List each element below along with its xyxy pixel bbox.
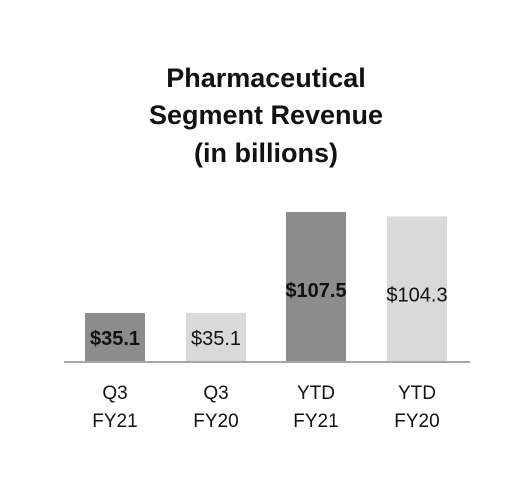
category-label-1-line-1: Q3 [102, 383, 127, 404]
value-label-3: $107.5 [285, 280, 346, 302]
value-label-4: $104.3 [386, 284, 447, 306]
bars [85, 212, 447, 362]
category-label-3-line-1: YTD [297, 383, 335, 404]
title-line-2: Segment Revenue [149, 100, 383, 130]
value-labels: $35.1 $35.1 $107.5 $104.3 [90, 280, 448, 350]
category-label-1-line-2: FY21 [92, 411, 137, 432]
title-line-3: (in billions) [194, 138, 338, 168]
bar-1 [85, 313, 145, 362]
category-labels: Q3 FY21 Q3 FY20 YTD FY21 YTD FY20 [92, 383, 439, 432]
category-label-2-line-1: Q3 [203, 383, 228, 404]
bar-3 [286, 212, 346, 362]
category-label-4-line-2: FY20 [394, 411, 439, 432]
category-label-3-line-2: FY21 [293, 411, 338, 432]
bar-2 [186, 313, 246, 362]
bar-4 [387, 216, 447, 362]
chart-title: Pharmaceutical Segment Revenue (in billi… [149, 63, 383, 168]
value-label-1: $35.1 [90, 328, 140, 350]
category-label-4-line-1: YTD [398, 383, 436, 404]
title-line-1: Pharmaceutical [166, 63, 366, 93]
category-label-2-line-2: FY20 [193, 411, 238, 432]
value-label-2: $35.1 [191, 328, 241, 350]
